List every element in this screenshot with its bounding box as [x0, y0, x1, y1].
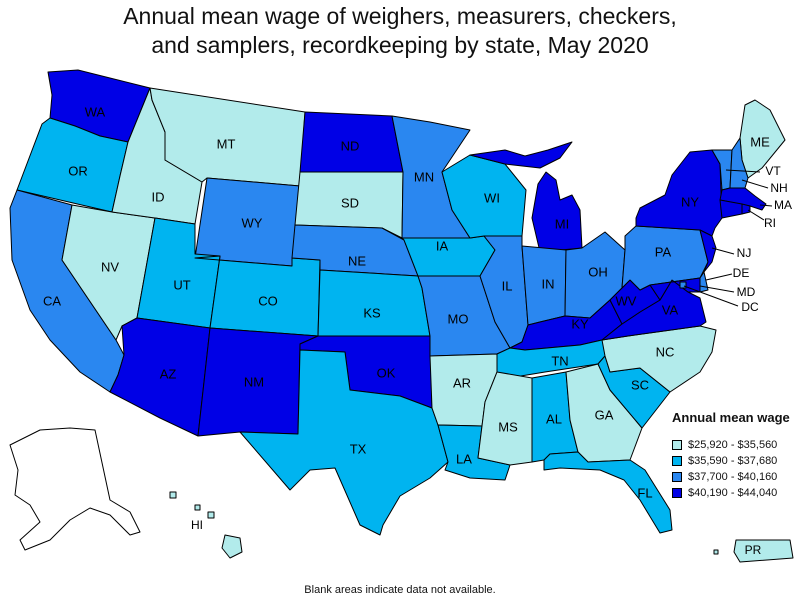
label-id: ID	[152, 189, 165, 204]
state-ks[interactable]	[317, 269, 431, 337]
legend-label: $25,920 - $35,560	[688, 439, 778, 451]
legend-row: $40,190 - $44,040	[672, 485, 800, 501]
pr-islet	[713, 549, 719, 555]
label-ar: AR	[453, 375, 471, 390]
label-tn: TN	[551, 353, 568, 368]
label-nm: NM	[244, 374, 264, 389]
label-sd: SD	[341, 195, 359, 210]
legend-row: $25,920 - $35,560	[672, 437, 800, 453]
state-nj[interactable]	[699, 229, 717, 273]
label-pr: PR	[745, 543, 762, 557]
label-wv: WV	[616, 293, 637, 308]
label-ga: GA	[595, 407, 614, 422]
label-fl: FL	[637, 485, 652, 500]
state-ia[interactable]	[401, 235, 496, 277]
title-line-1: Annual mean wage of weighers, measurers,…	[123, 3, 677, 29]
label-dc: DC	[741, 300, 759, 314]
label-vt: VT	[765, 164, 781, 178]
label-la: LA	[456, 451, 472, 466]
label-nj: NJ	[737, 246, 752, 260]
label-pa: PA	[655, 244, 672, 259]
label-ny: NY	[681, 194, 699, 209]
label-sc: SC	[631, 377, 649, 392]
state-mi[interactable]	[469, 141, 583, 253]
label-md: MD	[737, 285, 756, 299]
label-wa: WA	[85, 104, 106, 119]
label-nh: NH	[770, 181, 787, 195]
label-oh: OH	[588, 264, 608, 279]
label-in: IN	[542, 276, 555, 291]
map-title: Annual mean wage of weighers, measurers,…	[0, 2, 800, 60]
label-ia: IA	[436, 238, 449, 253]
label-ms: MS	[498, 419, 518, 434]
leader-md	[699, 285, 735, 293]
legend-row: $35,590 - $37,680	[672, 453, 800, 469]
leader-nh	[741, 179, 769, 189]
label-va: VA	[662, 302, 679, 317]
label-or: OR	[68, 163, 88, 178]
label-ky: KY	[571, 316, 589, 331]
state-dc[interactable]	[679, 281, 687, 289]
legend-label: $37,700 - $40,160	[688, 471, 778, 483]
state-ak[interactable]	[9, 427, 141, 551]
label-me: ME	[750, 134, 770, 149]
state-ny[interactable]	[635, 149, 723, 237]
leader-ma	[759, 204, 773, 207]
legend-row: $37,700 - $40,160	[672, 469, 800, 485]
label-nc: NC	[656, 344, 675, 359]
label-wi: WI	[484, 190, 500, 205]
state-hi[interactable]	[169, 491, 243, 559]
footnote: Blank areas indicate data not available.	[304, 584, 496, 596]
label-mi: MI	[555, 216, 569, 231]
label-tx: TX	[350, 441, 367, 456]
state-pr[interactable]	[733, 539, 794, 563]
label-ne: NE	[348, 253, 366, 268]
label-hi: HI	[191, 518, 203, 532]
label-ok: OK	[377, 365, 396, 380]
title-line-2: and samplers, recordkeeping by state, Ma…	[151, 32, 649, 58]
leader-vt	[725, 169, 761, 173]
leader-de	[705, 273, 733, 281]
state-ri[interactable]	[741, 203, 751, 215]
legend-label: $35,590 - $37,680	[688, 455, 778, 467]
leader-dc	[683, 285, 739, 307]
leader-nj	[711, 247, 735, 255]
label-al: AL	[546, 411, 562, 426]
state-md[interactable]	[649, 277, 701, 301]
label-il: IL	[502, 278, 513, 293]
label-az: AZ	[160, 366, 177, 381]
label-ks: KS	[363, 305, 381, 320]
label-ca: CA	[43, 293, 61, 308]
label-ma: MA	[774, 198, 792, 212]
legend-label: $40,190 - $44,040	[688, 487, 778, 499]
label-mt: MT	[217, 136, 236, 151]
label-nd: ND	[341, 138, 360, 153]
state-fl[interactable]	[543, 451, 673, 534]
legend: Annual mean wage $25,920 - $35,560 $35,5…	[672, 410, 800, 501]
legend-swatch	[672, 456, 682, 466]
label-mo: MO	[448, 311, 469, 326]
legend-swatch	[672, 472, 682, 482]
legend-title: Annual mean wage	[672, 410, 790, 425]
legend-swatch	[672, 440, 682, 450]
state-labels: WA OR CA NV ID MT WY UT AZ CO NM ND SD N…	[43, 104, 792, 557]
label-wy: WY	[242, 215, 263, 230]
label-de: DE	[733, 266, 750, 280]
leader-ri	[747, 209, 765, 221]
label-nv: NV	[101, 259, 119, 274]
label-ut: UT	[173, 277, 190, 292]
label-co: CO	[258, 293, 278, 308]
label-mn: MN	[414, 169, 434, 184]
label-ri: RI	[764, 216, 776, 230]
legend-swatch	[672, 488, 682, 498]
state-tx[interactable]	[239, 349, 449, 536]
